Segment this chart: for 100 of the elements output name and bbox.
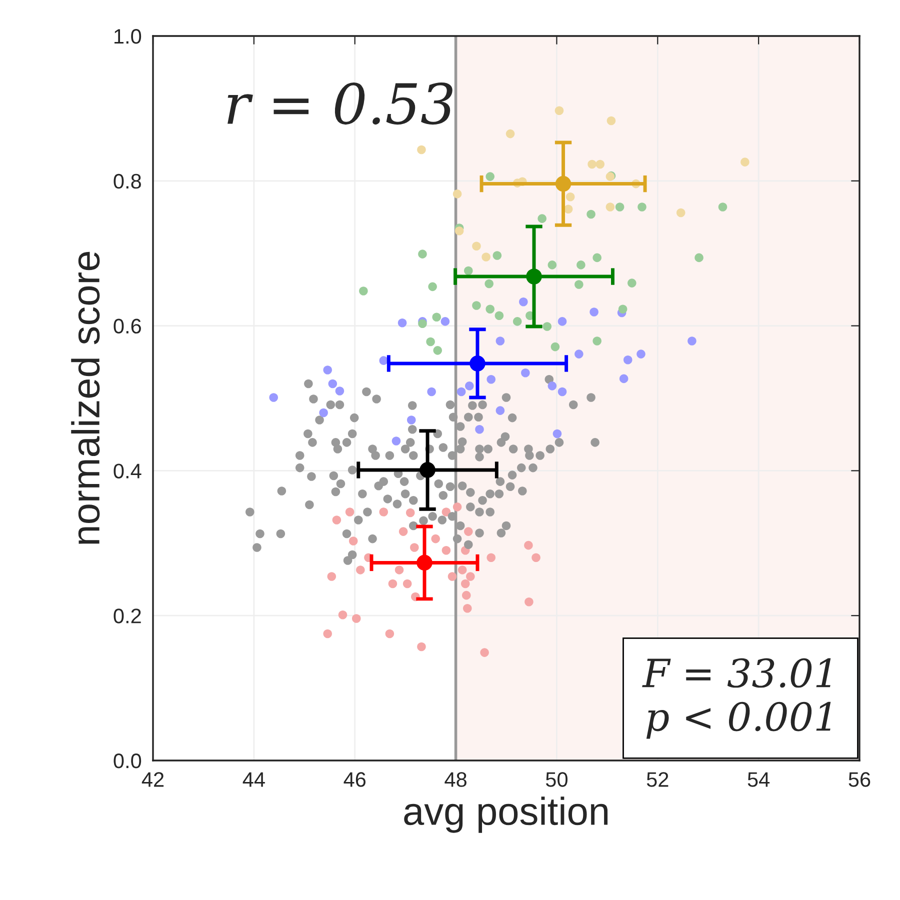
point — [359, 286, 368, 296]
y-tick-label: 0.6 — [114, 318, 141, 334]
point — [452, 190, 462, 198]
point — [418, 250, 427, 258]
point — [486, 375, 496, 384]
point — [440, 317, 450, 326]
point — [526, 268, 542, 284]
point — [574, 350, 584, 358]
point — [542, 322, 552, 331]
x-tick-label: 44 — [242, 772, 265, 787]
point — [552, 429, 562, 438]
point — [454, 226, 464, 236]
point — [558, 387, 567, 396]
point — [638, 202, 646, 212]
point — [566, 192, 575, 202]
point — [269, 393, 278, 402]
point — [338, 610, 348, 620]
point — [506, 129, 515, 138]
x-axis-title: avg position — [404, 796, 608, 833]
point — [328, 379, 338, 388]
y-tick-label: 0.4 — [114, 464, 142, 478]
point — [486, 172, 494, 181]
point — [394, 566, 404, 574]
y-tick-label: 0.8 — [114, 174, 141, 189]
point — [521, 368, 530, 378]
point — [496, 406, 505, 415]
point — [636, 350, 646, 358]
point — [486, 553, 496, 562]
point — [319, 408, 328, 418]
point — [406, 416, 416, 424]
point — [332, 516, 342, 524]
point — [532, 553, 540, 562]
point — [456, 387, 466, 396]
point — [623, 355, 632, 364]
point — [524, 540, 533, 550]
point — [524, 597, 534, 606]
point — [323, 366, 332, 374]
point — [427, 387, 436, 396]
point — [406, 508, 415, 518]
point — [496, 336, 505, 346]
point — [554, 106, 564, 116]
point — [398, 527, 408, 536]
point — [480, 648, 489, 657]
point — [442, 546, 451, 555]
point — [688, 336, 696, 346]
point — [472, 242, 481, 250]
point — [486, 304, 494, 314]
y-tick-label: 1.0 — [114, 29, 142, 44]
point — [618, 304, 628, 314]
point — [448, 572, 457, 581]
point — [606, 202, 615, 212]
annotation: F = 33.01 p < 0.001 — [642, 658, 831, 739]
annotation: r = 0.53 — [228, 82, 452, 125]
point — [512, 317, 522, 326]
point — [323, 629, 332, 638]
point — [694, 253, 704, 262]
point — [628, 278, 636, 288]
point — [538, 214, 546, 223]
point — [379, 508, 388, 516]
point — [418, 319, 427, 328]
x-tick-label: 56 — [848, 772, 870, 787]
point — [428, 282, 437, 292]
point — [590, 308, 598, 316]
point — [586, 210, 596, 219]
point — [606, 116, 616, 126]
point — [420, 462, 436, 478]
point — [398, 318, 407, 328]
point — [433, 346, 442, 355]
point — [472, 301, 481, 310]
point — [463, 604, 472, 613]
point — [335, 386, 344, 396]
point — [592, 253, 602, 262]
point — [417, 145, 426, 154]
point — [492, 251, 502, 260]
point — [718, 202, 728, 212]
x-tick-label: 50 — [546, 772, 568, 787]
point — [558, 317, 567, 326]
point — [482, 252, 490, 262]
point — [464, 266, 473, 276]
point — [460, 579, 470, 588]
point — [619, 374, 628, 384]
point — [592, 336, 602, 346]
point — [519, 298, 528, 306]
point — [356, 566, 365, 574]
point — [574, 280, 584, 289]
point — [464, 527, 473, 536]
point — [416, 554, 432, 571]
x-tick-label: 48 — [444, 772, 466, 787]
point — [676, 208, 686, 218]
point — [327, 572, 336, 581]
point — [475, 425, 484, 434]
point — [550, 342, 560, 352]
point — [426, 337, 435, 346]
point — [494, 311, 504, 320]
point — [345, 508, 354, 516]
y-tick-label: 0.2 — [114, 608, 141, 624]
point — [555, 176, 572, 192]
x-tick-label: 52 — [646, 772, 668, 787]
point — [431, 534, 440, 544]
x-tick-label: 54 — [748, 772, 770, 787]
